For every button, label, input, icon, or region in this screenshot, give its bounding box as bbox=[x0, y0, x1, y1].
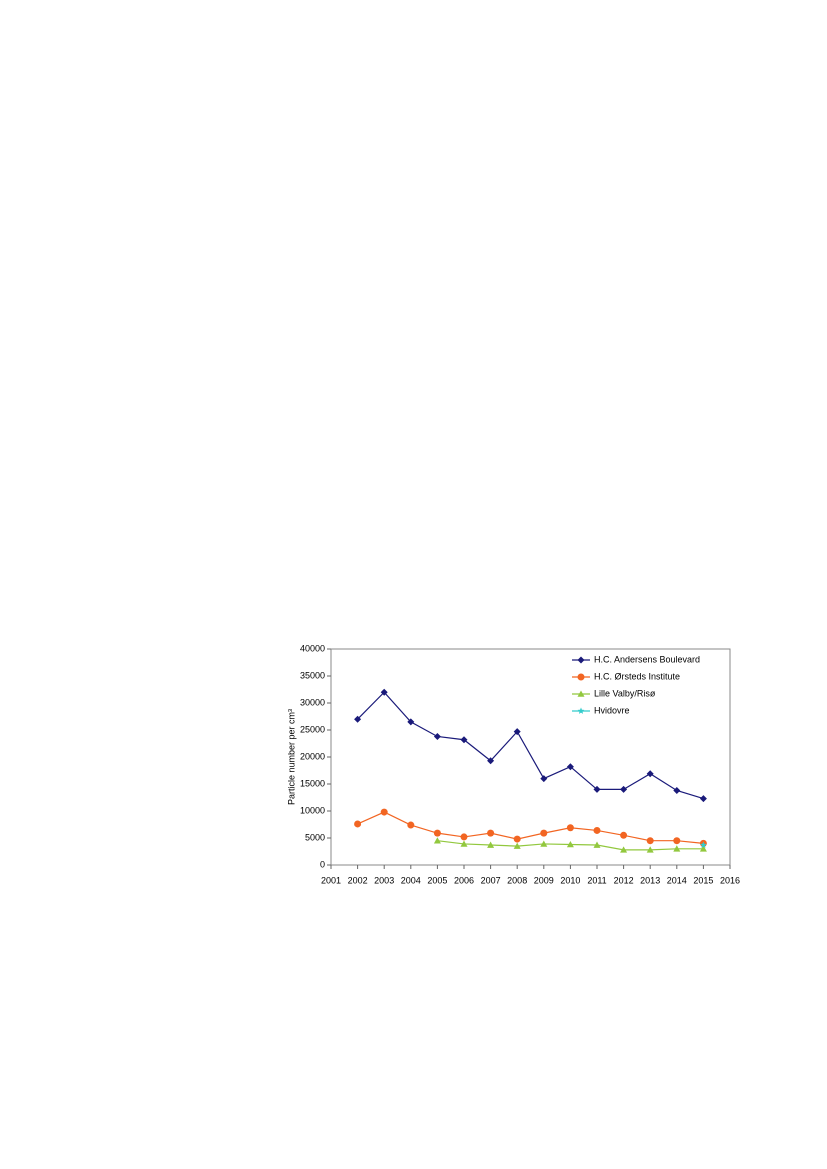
x-tick-label: 2008 bbox=[507, 875, 527, 885]
data-point bbox=[673, 845, 681, 852]
data-point bbox=[487, 757, 495, 765]
data-point bbox=[620, 831, 628, 839]
data-point bbox=[646, 770, 654, 778]
data-point bbox=[593, 826, 601, 834]
data-point bbox=[646, 837, 654, 845]
data-point bbox=[433, 732, 441, 740]
data-point bbox=[540, 829, 548, 837]
data-point bbox=[407, 718, 415, 726]
legend-marker bbox=[577, 707, 585, 714]
x-tick-label: 2015 bbox=[693, 875, 713, 885]
series-line bbox=[357, 691, 704, 800]
data-point bbox=[460, 736, 468, 744]
data-point bbox=[673, 837, 681, 845]
x-tick-label: 2011 bbox=[587, 875, 606, 885]
data-point bbox=[540, 775, 548, 783]
y-tick-label: 25000 bbox=[300, 724, 325, 734]
data-point bbox=[460, 833, 468, 841]
data-point bbox=[407, 821, 415, 829]
x-tick-label: 2006 bbox=[454, 875, 474, 885]
data-point bbox=[513, 728, 521, 736]
x-tick-label: 2012 bbox=[614, 875, 634, 885]
data-point bbox=[380, 808, 388, 816]
y-tick-label: 10000 bbox=[300, 805, 325, 815]
data-point bbox=[620, 785, 628, 793]
data-point bbox=[460, 840, 468, 847]
data-point bbox=[540, 840, 548, 847]
data-point bbox=[593, 785, 601, 793]
legend-label: H.C. Ørsteds Institute bbox=[594, 671, 680, 681]
data-point bbox=[620, 846, 628, 853]
data-point bbox=[433, 829, 441, 837]
x-tick-label: 2016 bbox=[720, 875, 740, 885]
x-tick-label: 2009 bbox=[534, 875, 554, 885]
x-tick-label: 2001 bbox=[321, 875, 341, 885]
y-tick-label: 0 bbox=[320, 859, 325, 869]
data-point bbox=[513, 835, 521, 843]
y-axis-label: Particle number per cm³ bbox=[286, 709, 296, 805]
data-point bbox=[487, 841, 495, 848]
legend-marker bbox=[577, 690, 585, 697]
x-tick-label: 2007 bbox=[481, 875, 501, 885]
data-point bbox=[566, 840, 574, 848]
data-point bbox=[673, 786, 681, 794]
data-point bbox=[354, 715, 362, 723]
x-tick-label: 2002 bbox=[348, 875, 368, 885]
data-point bbox=[699, 845, 707, 852]
data-point bbox=[699, 795, 707, 803]
y-tick-label: 35000 bbox=[300, 670, 325, 680]
data-point bbox=[433, 837, 441, 844]
x-tick-label: 2013 bbox=[640, 875, 660, 885]
data-point bbox=[646, 846, 654, 853]
data-point bbox=[566, 824, 574, 832]
data-point bbox=[354, 820, 362, 828]
y-tick-label: 15000 bbox=[300, 778, 325, 788]
legend-marker bbox=[577, 656, 585, 664]
data-point bbox=[566, 763, 574, 771]
legend-marker bbox=[577, 673, 585, 681]
x-tick-label: 2014 bbox=[667, 875, 687, 885]
legend-label: Hvidovre bbox=[594, 705, 630, 715]
y-tick-label: 5000 bbox=[305, 832, 325, 842]
x-tick-label: 2003 bbox=[374, 875, 394, 885]
data-point bbox=[487, 829, 495, 837]
series-line bbox=[357, 811, 704, 844]
y-tick-label: 20000 bbox=[300, 751, 325, 761]
legend-label: H.C. Andersens Boulevard bbox=[594, 654, 700, 664]
x-tick-label: 2004 bbox=[401, 875, 421, 885]
legend-label: Lille Valby/Risø bbox=[594, 688, 656, 698]
y-tick-label: 40000 bbox=[300, 643, 325, 653]
y-tick-label: 30000 bbox=[300, 697, 325, 707]
data-point bbox=[513, 842, 521, 849]
x-tick-label: 2010 bbox=[560, 875, 580, 885]
plot-frame bbox=[330, 648, 731, 866]
data-point bbox=[700, 841, 707, 848]
data-point bbox=[593, 841, 601, 848]
x-tick-label: 2005 bbox=[427, 875, 447, 885]
data-point bbox=[380, 688, 388, 696]
